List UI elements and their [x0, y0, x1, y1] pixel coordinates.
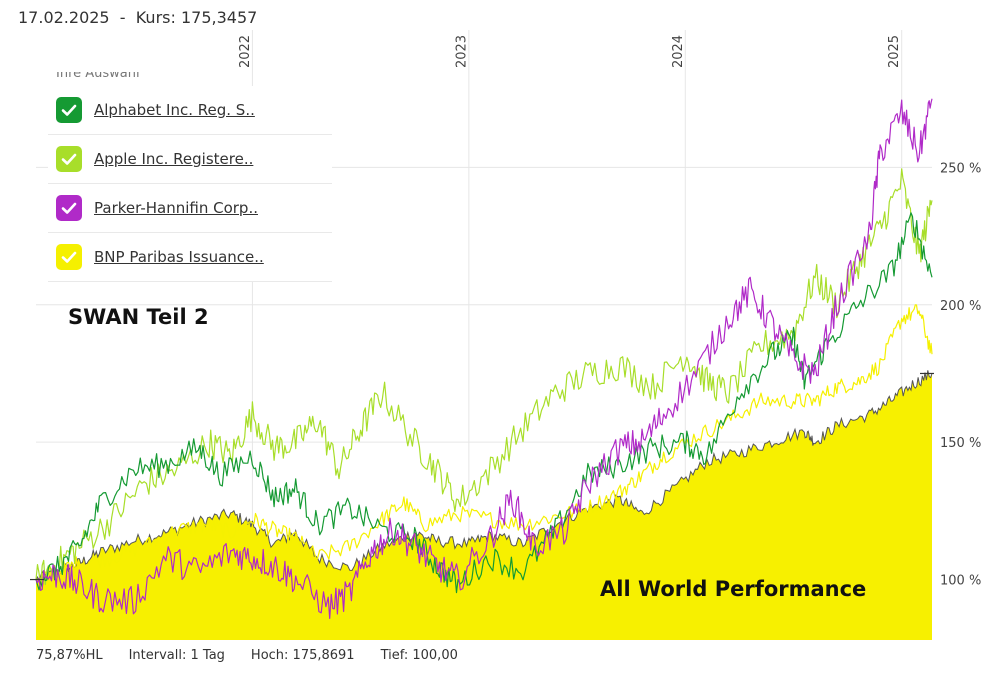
checkbox-checked-icon[interactable] — [56, 195, 82, 221]
series-line-alphabet — [35, 212, 933, 594]
header-separator: - — [119, 8, 126, 27]
kurs-label: Kurs: — [135, 8, 176, 27]
y-tick-label-0: 100 % — [940, 574, 981, 589]
series-line-all-world — [35, 370, 933, 583]
legend: Alphabet Inc. Reg. S.. Apple Inc. Regist… — [48, 86, 332, 282]
series-line-apple — [35, 168, 933, 590]
checkbox-checked-icon[interactable] — [56, 146, 82, 172]
legend-item-bnp-paribas[interactable]: BNP Paribas Issuance.. — [48, 233, 332, 282]
x-tick-label-0: 2022 — [238, 35, 253, 68]
checkbox-checked-icon[interactable] — [56, 97, 82, 123]
legend-item-apple[interactable]: Apple Inc. Registere.. — [48, 135, 332, 184]
date-value: 17.02.2025 — [18, 8, 110, 27]
x-tick-label-2: 2024 — [671, 35, 686, 68]
legend-label-apple[interactable]: Apple Inc. Registere.. — [94, 150, 254, 168]
annotation-all-world: All World Performance — [600, 577, 866, 601]
annotation-swan: SWAN Teil 2 — [68, 305, 209, 329]
y-tick-label-1: 150 % — [940, 436, 981, 451]
x-tick-label-1: 2023 — [454, 35, 469, 68]
legend-item-parker-hannifin[interactable]: Parker-Hannifin Corp.. — [48, 184, 332, 233]
footer-intervall: Intervall: 1 Tag — [128, 648, 225, 663]
chart-header: 17.02.2025 - Kurs: 175,3457 — [18, 8, 257, 27]
checkbox-checked-icon[interactable] — [56, 244, 82, 270]
chart-footer: 75,87%HL Intervall: 1 Tag Hoch: 175,8691… — [36, 648, 458, 663]
legend-item-alphabet[interactable]: Alphabet Inc. Reg. S.. — [48, 86, 332, 135]
series-line-bnp-paribas — [35, 304, 933, 584]
legend-partial-title: Ihre Auswahl — [56, 72, 140, 81]
series-line-parker-hannifin — [35, 98, 933, 619]
footer-hoch: Hoch: 175,8691 — [250, 648, 355, 663]
y-tick-label-3: 250 % — [940, 161, 981, 176]
y-tick-label-2: 200 % — [940, 299, 981, 314]
x-tick-label-3: 2025 — [887, 35, 902, 68]
legend-label-parker-hannifin[interactable]: Parker-Hannifin Corp.. — [94, 199, 258, 217]
legend-label-alphabet[interactable]: Alphabet Inc. Reg. S.. — [94, 101, 255, 119]
kurs-value: 175,3457 — [180, 8, 258, 27]
footer-tief: Tief: 100,00 — [380, 648, 458, 663]
series-area-all-world — [36, 370, 932, 640]
footer-hl: 75,87%HL — [36, 648, 103, 663]
legend-label-bnp-paribas[interactable]: BNP Paribas Issuance.. — [94, 248, 264, 266]
